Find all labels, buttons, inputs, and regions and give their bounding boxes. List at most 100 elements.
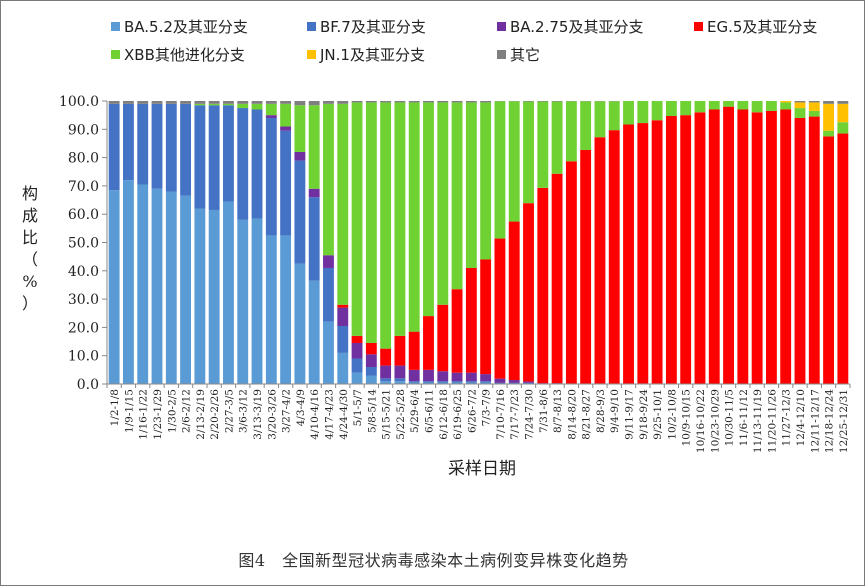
bar-segment <box>665 116 677 384</box>
x-tick-label: 1/2-1/8 <box>109 389 121 426</box>
y-tick-label: 0.0 <box>77 377 99 393</box>
bar-segment <box>294 105 306 152</box>
bar-segment <box>523 101 534 204</box>
bar-segment <box>165 191 177 384</box>
bar-segment <box>823 130 834 137</box>
bar-segment <box>580 149 592 384</box>
bar-segment <box>651 101 663 121</box>
y-axis-label-char: 成 <box>21 206 38 225</box>
bar-segment <box>737 109 749 385</box>
x-tick-label: 2/20-2/26 <box>209 389 221 440</box>
bar-segment <box>723 101 734 107</box>
bar-segment <box>608 130 620 384</box>
bar-segment <box>837 122 849 134</box>
bar-segment <box>465 382 477 384</box>
y-tick-label: 70.0 <box>68 179 99 195</box>
bar-segment <box>451 101 463 103</box>
bar-segment <box>123 103 134 181</box>
bar-segment <box>237 103 249 109</box>
y-axis-label-char: （ <box>21 250 38 269</box>
x-tick-label: 5/15-5/21 <box>381 389 393 440</box>
x-tick-label: 7/10-7/16 <box>495 389 507 440</box>
bar-segment <box>380 348 392 366</box>
x-tick-label: 10/30-11/5 <box>724 389 736 446</box>
y-axis-label-char: 构 <box>21 184 38 203</box>
bar-segment <box>337 325 349 353</box>
x-tick-label: 4/3-4/9 <box>295 389 307 426</box>
bar-segment <box>437 304 449 372</box>
bar-segment <box>794 108 806 118</box>
bar-segment <box>437 382 449 384</box>
x-tick-label: 10/23-10/29 <box>709 389 721 453</box>
bar-segment <box>380 365 392 379</box>
bar-segment <box>223 101 234 104</box>
bar-segment <box>537 187 549 384</box>
bar-segment <box>423 316 434 370</box>
x-tick-label: 2/6-2/12 <box>181 389 193 433</box>
bar-segment <box>508 221 520 381</box>
bar-segment <box>608 101 620 131</box>
x-tick-label: 1/16-1/22 <box>138 389 150 440</box>
x-tick-label: 1/9-1/15 <box>123 389 135 433</box>
y-tick-label: 80.0 <box>68 151 99 167</box>
bar-segment <box>508 101 520 222</box>
x-tick-label: 1/30-2/5 <box>166 389 178 433</box>
bar-segment <box>351 372 363 384</box>
bar-segment <box>494 101 506 239</box>
bar-segment <box>423 369 434 382</box>
bar-segment <box>308 188 320 198</box>
y-axis-label-char: ） <box>21 294 38 313</box>
bar-segment <box>823 101 834 104</box>
bar-segment <box>437 381 449 383</box>
legend-swatch <box>497 50 506 59</box>
bar-segment <box>751 101 763 113</box>
bar-segment <box>408 102 420 332</box>
bar-segment <box>180 101 192 104</box>
y-axis-label: 构成比 （% ） <box>15 183 45 315</box>
x-tick-label: 12/4-12/10 <box>795 389 807 446</box>
bar-segment <box>265 115 277 118</box>
bar-segment <box>394 381 406 384</box>
x-tick-label: 11/20-11/26 <box>766 389 778 453</box>
bar-segment <box>294 151 306 161</box>
bar-segment <box>808 110 820 117</box>
bar-segment <box>380 102 392 349</box>
bar-segment <box>280 103 292 127</box>
bar-segment <box>780 109 792 385</box>
bar-segment <box>351 102 363 336</box>
bar-segment <box>365 354 377 368</box>
x-tick-label: 3/27-4/2 <box>281 389 293 433</box>
bar-segment <box>223 201 234 384</box>
bar-segment <box>480 381 492 383</box>
bar-segment <box>408 381 420 383</box>
bars <box>108 101 849 385</box>
bar-segment <box>337 103 349 305</box>
bar-segment <box>780 102 792 110</box>
bar-segment <box>465 102 477 268</box>
bar-segment <box>208 103 220 106</box>
bar-segment <box>337 304 349 308</box>
bar-segment <box>351 335 363 343</box>
figure-caption: 图4 全国新型冠状病毒感染本土病例变异株变化趋势 <box>238 551 629 570</box>
bar-segment <box>265 117 277 236</box>
bar-segment <box>637 123 649 384</box>
x-tick-label: 7/3-7/9 <box>481 389 493 426</box>
bar-segment <box>451 382 463 384</box>
bar-segment <box>523 381 534 383</box>
bar-segment <box>808 101 820 103</box>
bar-segment <box>580 101 592 150</box>
bar-segment <box>365 367 377 376</box>
bar-segment <box>751 112 763 384</box>
bar-segment <box>151 188 163 384</box>
bar-segment <box>265 235 277 384</box>
bar-segment <box>565 161 577 384</box>
bar-segment <box>708 101 720 110</box>
bar-segment <box>251 109 263 219</box>
bar-segment <box>208 101 220 104</box>
x-tick-label: 9/18-9/24 <box>638 389 650 440</box>
bar-segment <box>451 289 463 373</box>
bar-segment <box>194 101 206 104</box>
bar-segment <box>480 101 492 103</box>
y-tick-label: 90.0 <box>68 122 99 138</box>
